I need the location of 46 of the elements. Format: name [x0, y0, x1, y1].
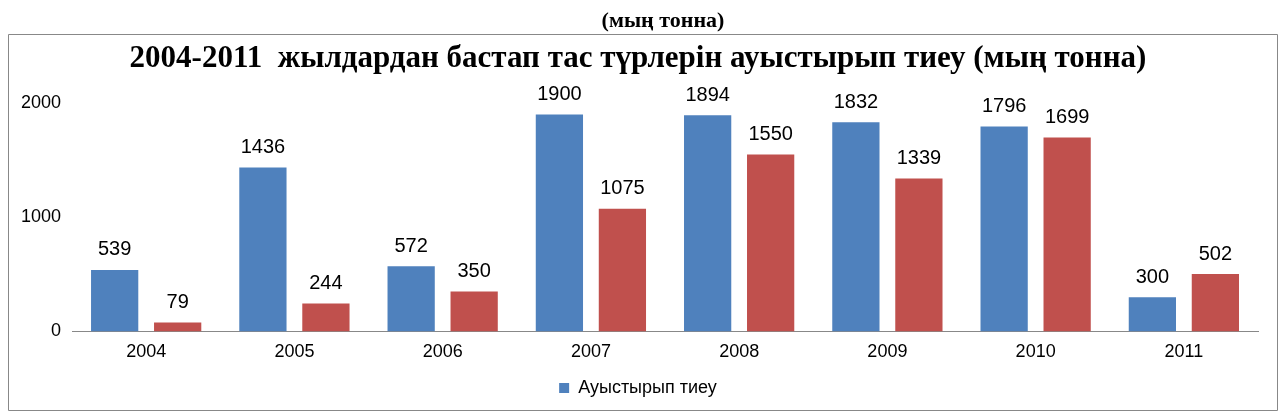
data-label: 1796 — [981, 93, 1027, 116]
data-label: 1075 — [600, 176, 645, 199]
chart-title: 2004-2011 жылдардан бастап тас түрлерін ауыстырып тиеу (мың тонна) — [129, 38, 1147, 74]
x-tick-label: 2009 — [867, 341, 908, 362]
data-label: 1894 — [685, 82, 730, 105]
data-label: 1550 — [748, 122, 793, 145]
bar — [747, 154, 795, 332]
bar — [535, 114, 584, 332]
data-label: 1900 — [537, 82, 582, 105]
x-tick-label: 2008 — [719, 341, 760, 362]
data-label: 244 — [309, 271, 343, 294]
x-tick-label: 2005 — [274, 341, 315, 362]
x-tick-label: 2006 — [422, 341, 463, 362]
bar — [895, 178, 943, 332]
data-label: 1436 — [240, 135, 286, 158]
data-label: 79 — [166, 289, 189, 312]
y-tick-label: 1000 — [21, 206, 62, 227]
y-tick-label: 0 — [51, 320, 62, 341]
data-label: 1699 — [1044, 105, 1090, 128]
bar — [1043, 137, 1091, 332]
x-tick-label: 2011 — [1164, 341, 1204, 362]
data-label: 1832 — [833, 89, 879, 112]
bar — [154, 322, 202, 332]
bar — [1128, 297, 1176, 332]
data-label: 350 — [457, 258, 491, 281]
data-label: 539 — [97, 237, 132, 260]
bar — [598, 208, 647, 332]
data-label: 502 — [1198, 241, 1233, 264]
data-label: 572 — [394, 233, 428, 256]
bar — [1191, 274, 1240, 332]
text: (мың тонна) — [601, 6, 725, 32]
bar — [684, 115, 732, 332]
legend-label: Ауыстырып тиеу — [578, 376, 717, 397]
x-tick-label: 2004 — [126, 341, 167, 362]
bar — [450, 291, 498, 332]
bar — [239, 167, 287, 332]
bar — [980, 126, 1028, 332]
bar — [832, 122, 880, 332]
bar — [302, 303, 350, 332]
bar — [387, 266, 435, 332]
data-label: 300 — [1135, 264, 1170, 287]
x-tick-label: 2010 — [1015, 341, 1056, 362]
data-label: 1339 — [896, 146, 942, 169]
x-tick-label: 2007 — [570, 341, 611, 362]
y-tick-label: 2000 — [21, 92, 62, 113]
bar — [91, 269, 139, 332]
